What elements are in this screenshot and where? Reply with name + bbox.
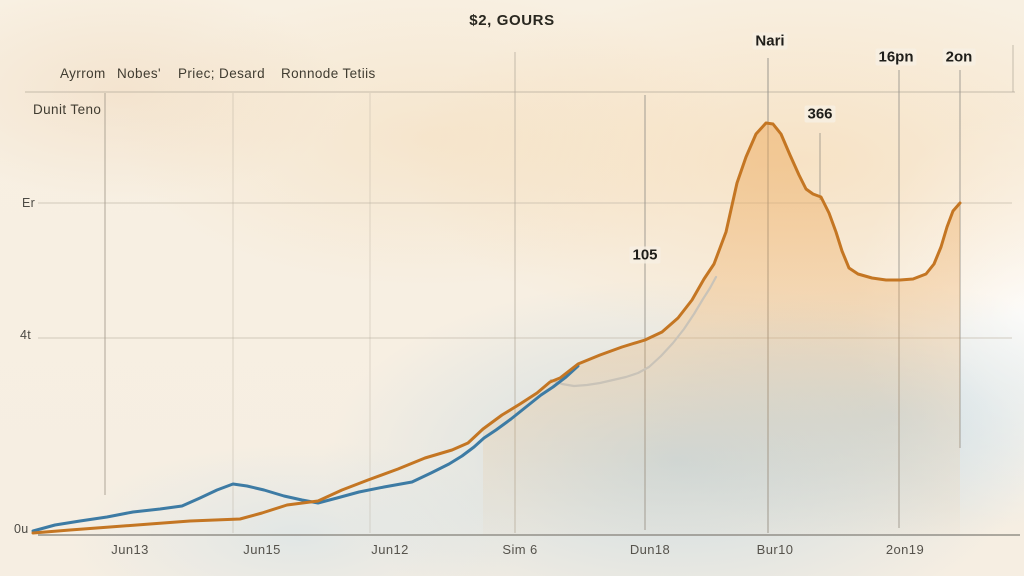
header-item-4: Ronnode Tetiis [281, 66, 376, 81]
header-item-2: Nobes' [117, 66, 162, 81]
gray-series-line [549, 275, 718, 388]
orange-series-line [31, 121, 962, 535]
area-fill [483, 123, 960, 535]
header-sub-label: Dunit Teno [33, 102, 102, 117]
blue-series-line [31, 364, 580, 533]
chart-title: $2, GOURS [469, 12, 555, 29]
header-item-3: Priec; Desard [178, 66, 265, 81]
header-item-1: Ayrrom [60, 66, 106, 81]
